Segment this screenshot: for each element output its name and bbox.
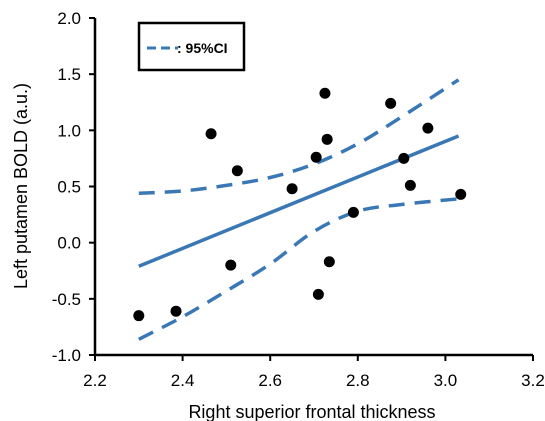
data-point (398, 152, 410, 164)
data-point (404, 179, 416, 191)
data-point (225, 259, 237, 271)
ci-upper-line (138, 78, 460, 195)
data-point (323, 256, 335, 268)
data-point (286, 183, 298, 195)
data-point (319, 87, 331, 99)
data-point (133, 310, 145, 322)
data-point (347, 206, 359, 218)
legend: : 95%CI (137, 21, 246, 72)
x-tick-label: 2.4 (171, 371, 195, 390)
y-tick-label: 0.5 (57, 178, 81, 197)
data-point (170, 305, 182, 317)
data-point (205, 128, 217, 140)
x-tick-label: 2.2 (83, 371, 107, 390)
x-tick-label: 2.6 (258, 371, 282, 390)
y-tick-label: 1.5 (57, 65, 81, 84)
y-tick-label: -0.5 (52, 290, 81, 309)
data-point (422, 122, 434, 134)
ci-lower-line (138, 197, 459, 341)
confidence-band (138, 78, 460, 341)
legend-label: : 95%CI (177, 40, 228, 56)
regression-line (138, 134, 460, 268)
axes: 2.2 2.4 2.6 2.8 3.0 3.2 2.0 1.5 1.0 0.5 0.0 -0.5 -1.… (52, 9, 545, 390)
legend-box (137, 21, 246, 72)
y-axis-title: Left putamen BOLD (a.u.) (11, 83, 31, 289)
x-tick-label: 3.0 (434, 371, 458, 390)
y-tick-label: -1.0 (52, 346, 81, 365)
x-tick-label: 2.8 (346, 371, 370, 390)
y-tick-label: 0.0 (57, 234, 81, 253)
fit-line (138, 134, 460, 268)
x-axis-title: Right superior frontal thickness (188, 402, 435, 421)
y-tick-label: 2.0 (57, 9, 81, 28)
data-points (133, 87, 467, 322)
x-tick-label: 3.2 (521, 371, 545, 390)
y-tick-label: 1.0 (57, 121, 81, 140)
data-point (321, 133, 333, 145)
data-point (455, 188, 467, 200)
data-point (231, 165, 243, 177)
data-point (385, 97, 397, 109)
data-point (312, 288, 324, 300)
data-point (310, 151, 322, 163)
